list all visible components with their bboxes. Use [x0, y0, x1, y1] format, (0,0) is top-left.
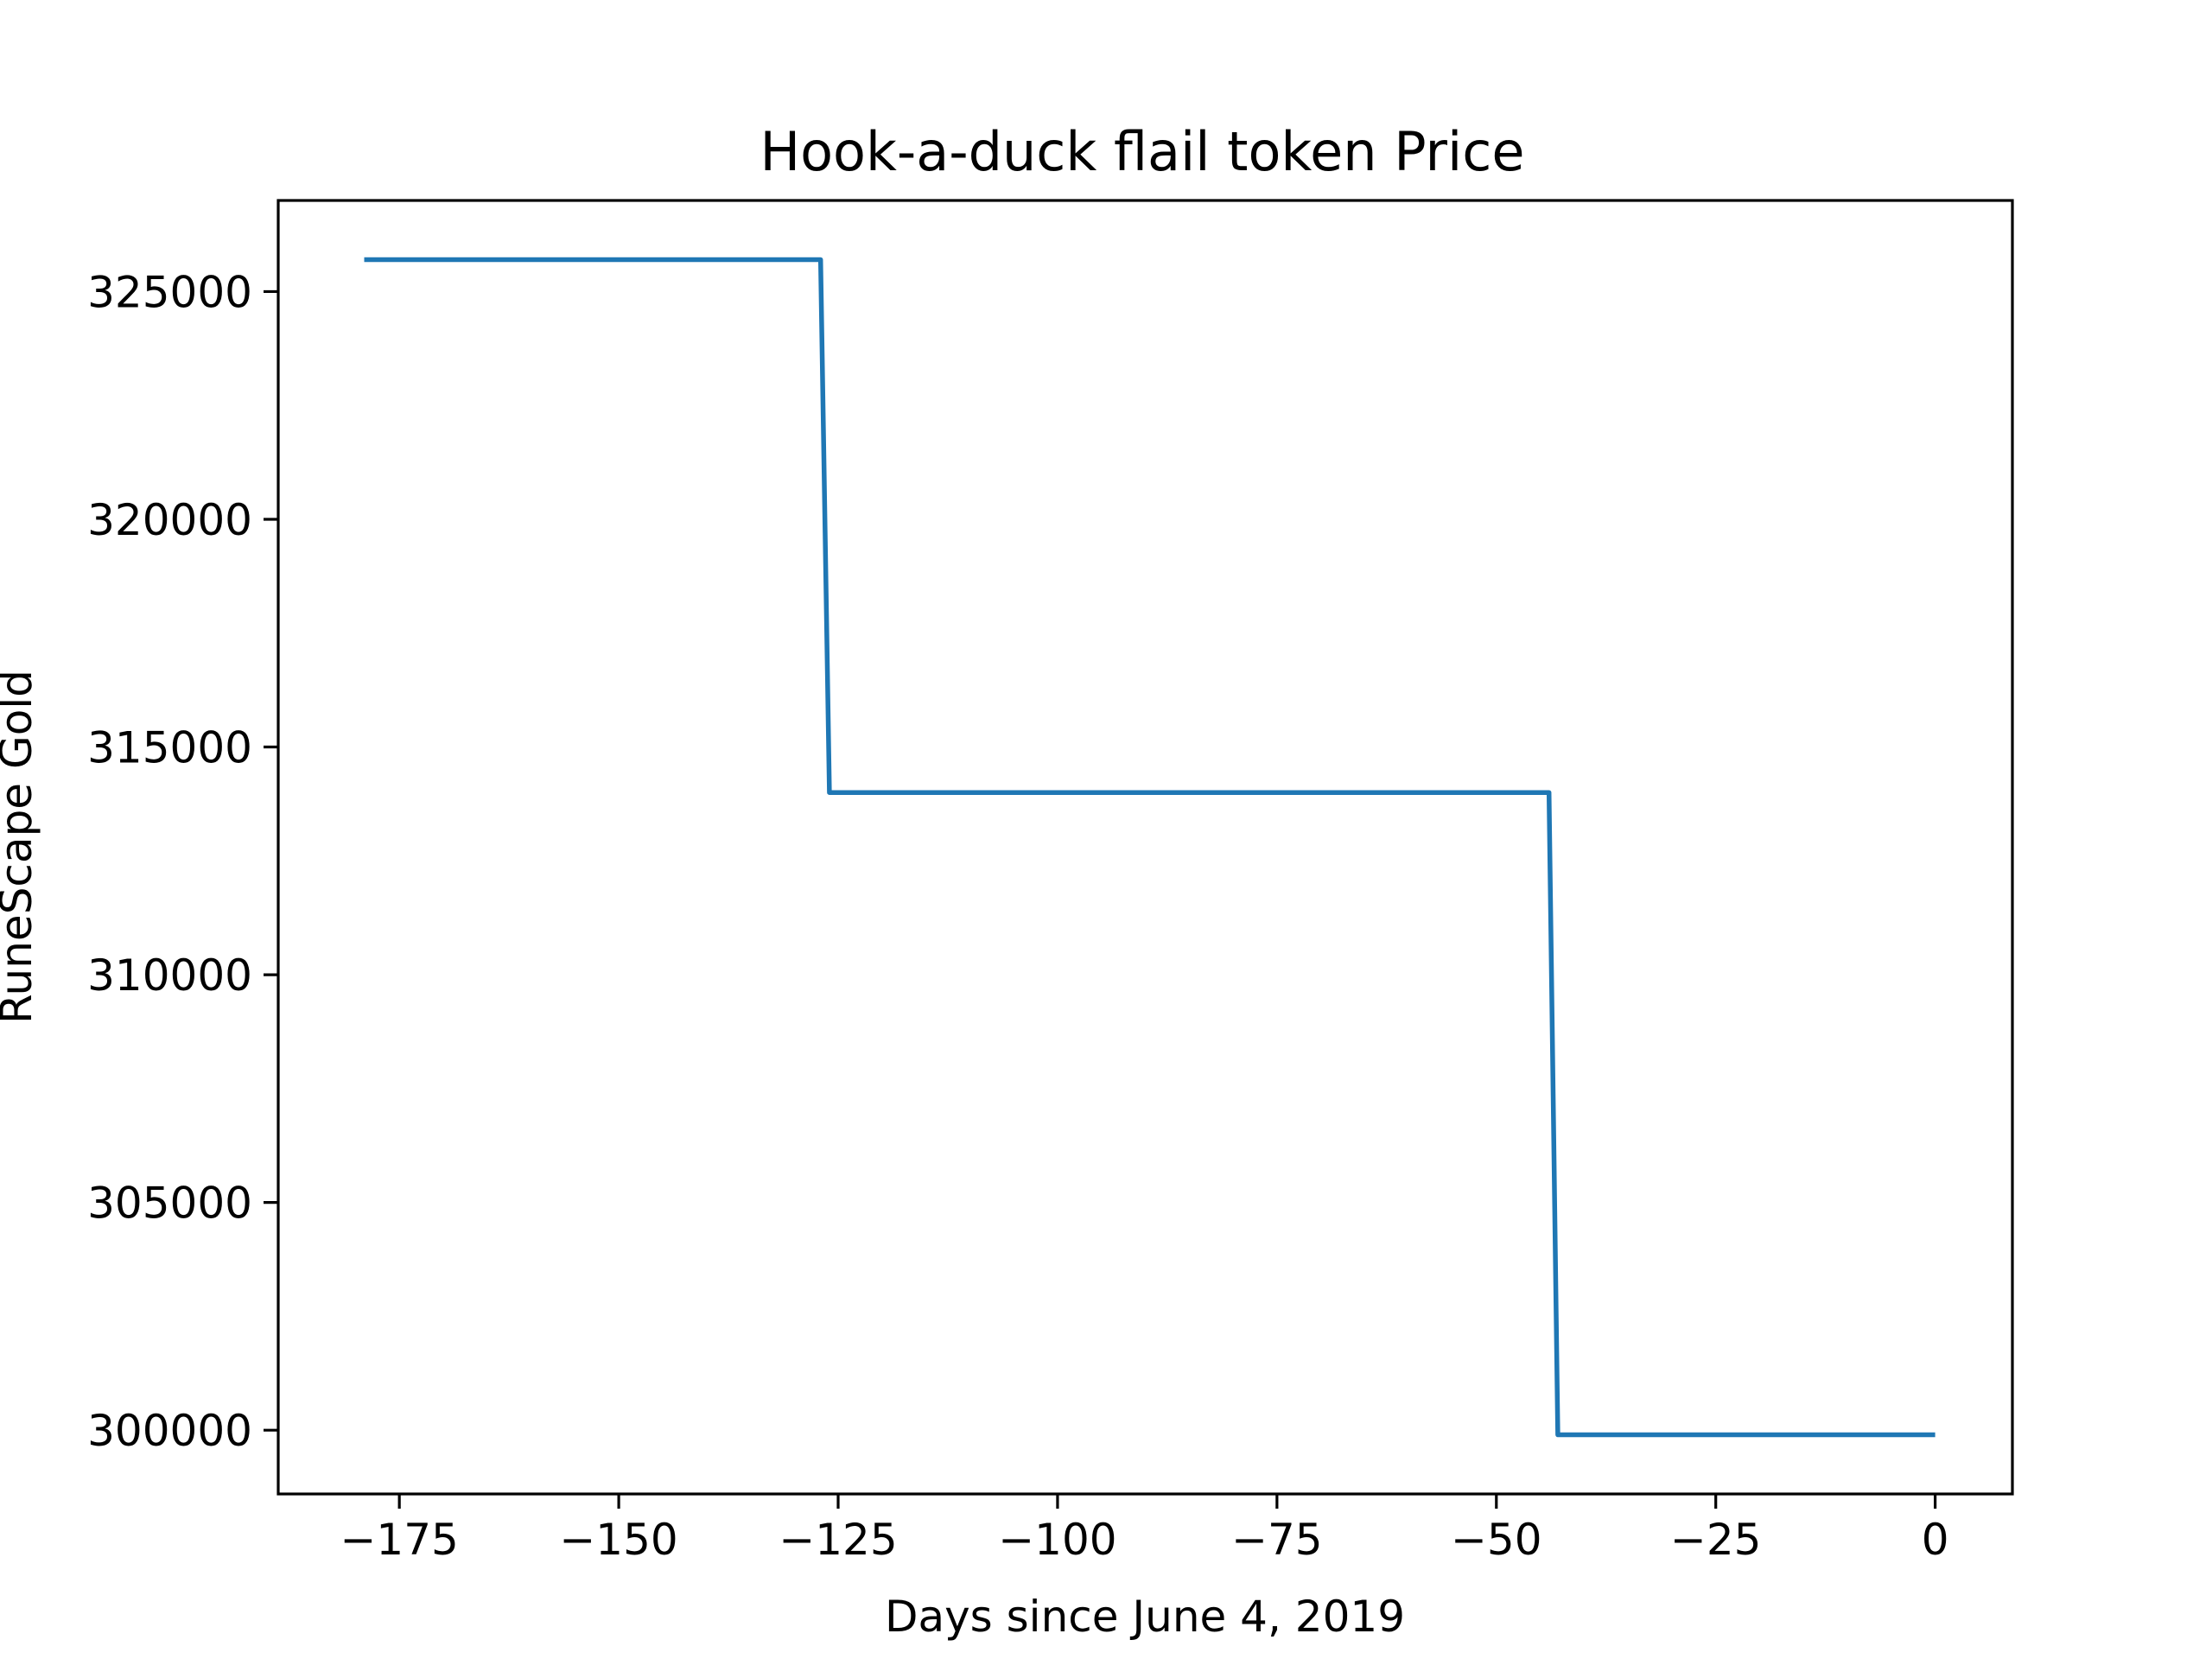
x-tick-label: −25 — [1670, 1515, 1762, 1565]
y-tick-label: 300000 — [87, 1406, 252, 1456]
y-tick-label: 325000 — [87, 267, 252, 317]
x-tick-label: −175 — [340, 1515, 458, 1565]
x-tick-label: −125 — [779, 1515, 897, 1565]
axes-frame — [276, 199, 2014, 1496]
y-axis-label: RuneScape Gold — [0, 670, 41, 1024]
y-tick-label: 310000 — [87, 950, 252, 1001]
x-tick-label: −50 — [1451, 1515, 1542, 1565]
x-axis: −175 −150 −125 −100 −75 −50 −25 0 — [340, 1494, 1949, 1565]
x-axis-label: Days since June 4, 2019 — [885, 1592, 1405, 1642]
y-axis: 300000 305000 310000 315000 320000 325000 — [87, 267, 278, 1456]
y-tick-label: 320000 — [87, 495, 252, 545]
chart-title: Hook-a-duck flail token Price — [760, 120, 1524, 183]
x-tick-label: −100 — [998, 1515, 1116, 1565]
x-tick-label: −75 — [1231, 1515, 1323, 1565]
x-tick-label: −150 — [559, 1515, 677, 1565]
x-tick-label: 0 — [1922, 1515, 1949, 1565]
y-tick-label: 315000 — [87, 723, 252, 773]
plot-area — [364, 257, 1936, 1438]
y-tick-label: 305000 — [87, 1179, 252, 1229]
price-series-line — [364, 257, 1936, 1438]
